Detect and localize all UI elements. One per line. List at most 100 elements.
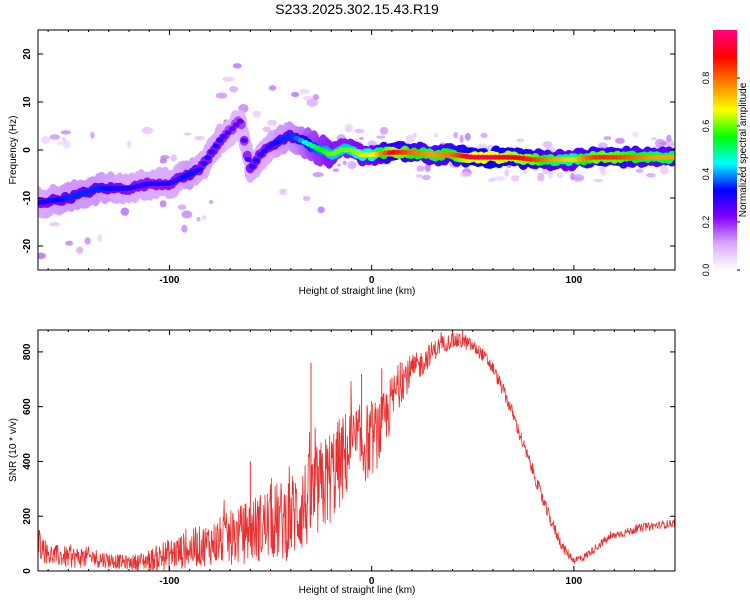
spectrogram-xlabel: Height of straight line (km) bbox=[299, 286, 416, 297]
spectrogram-noise-blob bbox=[279, 188, 287, 196]
spectrogram-noise-blob bbox=[354, 128, 365, 134]
spectrogram-noise-blob bbox=[342, 160, 347, 166]
snr-series-line bbox=[38, 330, 675, 571]
colorbar-tick-label: 0.0 bbox=[701, 264, 711, 277]
spectrogram-noise-blob bbox=[336, 163, 341, 167]
spectrogram-noise-blob bbox=[194, 135, 205, 141]
spectrogram-noise-blob bbox=[547, 170, 554, 179]
spectrogram-noise-blob bbox=[215, 92, 228, 99]
spectrogram-ytick-label: 10 bbox=[22, 96, 33, 108]
spectrogram-noise-blob bbox=[170, 154, 177, 162]
spectrogram-noise-blob bbox=[603, 136, 612, 141]
snr-xtick-label: 100 bbox=[566, 576, 583, 587]
spectrogram-noise-blob bbox=[262, 126, 271, 133]
spectrogram-ridge-core bbox=[224, 130, 232, 136]
spectrogram-ridge-core bbox=[208, 149, 216, 155]
spectrogram-xtick-label: 0 bbox=[369, 275, 375, 286]
snr-ytick-label: 800 bbox=[22, 343, 33, 360]
colorbar-ticks: 0.0 0.2 0.4 0.6 0.8 bbox=[701, 72, 740, 277]
colorbar-tick-label: 0.6 bbox=[701, 120, 711, 133]
spectrogram-noise-blob bbox=[159, 157, 167, 164]
snr-xlabel: Height of straight line (km) bbox=[299, 585, 416, 596]
spectrogram-noise-blob bbox=[376, 135, 386, 139]
spectrogram-ridge-core bbox=[248, 163, 256, 169]
snr-xtick-label: 0 bbox=[369, 576, 375, 587]
spectrogram-ridge-core bbox=[216, 137, 224, 143]
spectrogram-noise-blob bbox=[494, 175, 506, 182]
spectrogram-noise-blob bbox=[49, 134, 60, 140]
spectrogram-noise-blob bbox=[61, 136, 66, 143]
spectrogram-noise-blob bbox=[516, 138, 525, 143]
spectrogram-noise-blob bbox=[49, 222, 60, 227]
spectrogram-noise-blob bbox=[41, 135, 51, 144]
spectrogram-noise-blob bbox=[542, 141, 553, 148]
spectrogram-noise-blob bbox=[488, 177, 496, 183]
snr-frame bbox=[37, 329, 676, 572]
spectrogram-noise-blob bbox=[268, 85, 277, 91]
spectrogram-ridge-core bbox=[260, 148, 268, 154]
spectrogram-noise-blob bbox=[421, 174, 431, 181]
snr-ylabel: SNR (10 * v/v) bbox=[8, 418, 19, 482]
spectrogram-noise-blob bbox=[379, 126, 389, 135]
spectrogram-noise-blob bbox=[424, 163, 431, 172]
spectrogram-noise-blob bbox=[126, 140, 131, 148]
snr-axes: -100 0 100 0 200 400 600 800 bbox=[22, 330, 676, 587]
spectrogram-noise-blob bbox=[416, 165, 425, 172]
spectrogram-noise-blob bbox=[464, 133, 471, 141]
spectrogram-noise-blob bbox=[453, 131, 459, 139]
spectrogram-ylabel: Frequency (Hz) bbox=[8, 116, 19, 185]
spectrogram-noise-blob bbox=[84, 237, 91, 245]
colorbar-label: Normalized spectral amplitude bbox=[738, 82, 749, 217]
spectrogram-noise-blob bbox=[181, 224, 188, 233]
spectrogram-noise-blob bbox=[556, 172, 564, 178]
spectrogram-ridge-core bbox=[256, 152, 264, 158]
spectrogram-noise-blob bbox=[62, 140, 71, 149]
spectrogram-noise-blob bbox=[523, 169, 528, 175]
snr-xtick-label: -100 bbox=[159, 576, 179, 587]
spectrogram-noise-blob bbox=[405, 134, 415, 144]
spectrogram-ytick-label: -20 bbox=[22, 238, 33, 253]
spectrogram-noise-blob bbox=[302, 195, 311, 202]
spectrogram-noise-blob bbox=[306, 98, 318, 107]
spectrogram-noise-blob bbox=[267, 119, 278, 127]
colorbar: 0.0 0.2 0.4 0.6 0.8 Normalized spectral ampl… bbox=[701, 30, 749, 276]
spectrogram-ytick-label: 0 bbox=[22, 147, 33, 153]
spectrogram-ridge-core bbox=[244, 157, 252, 163]
spectrogram-ridge-core bbox=[669, 154, 675, 160]
spectrogram-noise-blob bbox=[434, 133, 439, 138]
spectrogram-noise-blob bbox=[60, 130, 72, 135]
colorbar-gradient bbox=[713, 30, 737, 270]
spectrogram-ridge-core bbox=[240, 137, 248, 143]
spectrogram-ridge-core bbox=[236, 118, 244, 124]
spectrogram-noise-blob bbox=[659, 141, 667, 146]
spectrogram-noise-blob bbox=[208, 200, 214, 204]
spectrogram-noise-blob bbox=[600, 167, 607, 176]
spectrogram-noise-blob bbox=[299, 88, 310, 95]
spectrogram-ridge-core bbox=[220, 134, 228, 140]
colorbar-tick-label: 0.4 bbox=[701, 168, 711, 181]
spectrogram-ridge-core bbox=[228, 126, 236, 132]
spectrogram-noise-blob bbox=[572, 174, 585, 182]
snr-line-layer bbox=[38, 330, 675, 571]
spectrogram-ytick-label: 20 bbox=[22, 48, 33, 60]
spectrogram-noise-blob bbox=[614, 137, 625, 144]
spectrogram-ridge-core bbox=[204, 155, 212, 161]
spectrogram-xtick-label: -100 bbox=[159, 275, 179, 286]
spectrogram-noise-blob bbox=[222, 76, 234, 82]
spectrogram-noise-blob bbox=[593, 178, 603, 183]
spectrogram-noise-blob bbox=[181, 210, 193, 219]
spectrogram-noise-blob bbox=[650, 137, 657, 141]
snr-ytick-label: 600 bbox=[22, 398, 33, 415]
spectrogram-noise-blob bbox=[201, 215, 207, 220]
spectrogram-noise-blob bbox=[635, 168, 644, 173]
spectrogram-noise-blob bbox=[97, 234, 103, 242]
spectrogram-ridge-core bbox=[196, 166, 204, 172]
spectrogram-noise-blob bbox=[229, 86, 239, 93]
spectrogram-noise-blob bbox=[196, 216, 201, 222]
spectrogram-noise-blob bbox=[537, 173, 545, 182]
snr-ytick-label: 400 bbox=[22, 453, 33, 470]
spectrogram-noise-blob bbox=[347, 161, 357, 170]
colorbar-tick-label: 0.8 bbox=[701, 72, 711, 85]
